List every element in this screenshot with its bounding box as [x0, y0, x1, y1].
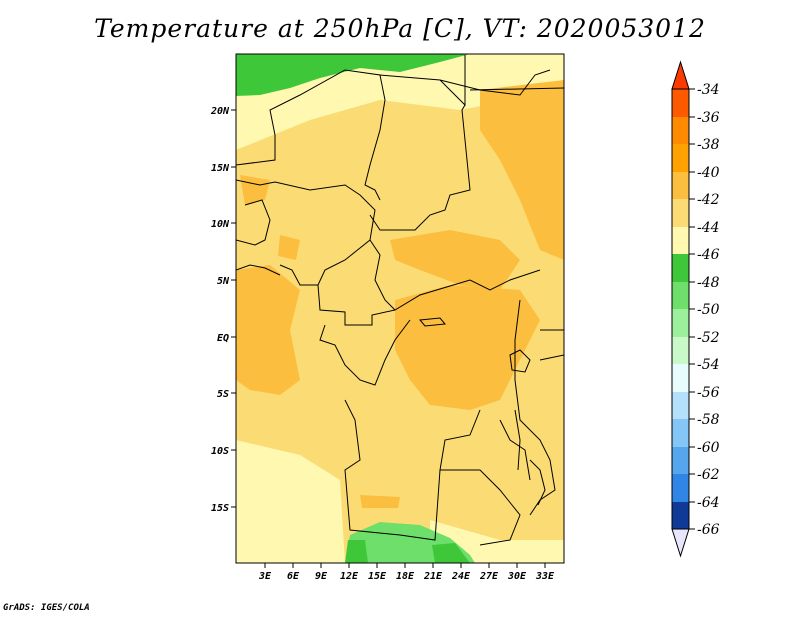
field-light-southwest [236, 440, 345, 563]
colorbar-segment [672, 337, 689, 364]
lon-label-30e: 30E [507, 571, 527, 582]
colorbar-label: -38 [697, 137, 720, 153]
chart-title: Temperature at 250hPa [C], VT: 202005301… [94, 14, 706, 43]
colorbar-label: -46 [697, 247, 720, 263]
colorbar-segment [672, 227, 689, 254]
field-warm-south [360, 495, 400, 508]
colorbar: -34 -36 -38 -40 -42 -44 -46 -48 -50 -52 … [671, 60, 720, 558]
colorbar-label: -58 [697, 412, 720, 428]
colorbar-segment [672, 502, 689, 529]
lat-label-10s: 10S [211, 446, 229, 457]
colorbar-segment [672, 474, 689, 502]
colorbar-segment [672, 144, 689, 172]
country-borders [236, 55, 564, 546]
colorbar-segment [672, 282, 689, 309]
lon-label-27e: 27E [479, 571, 499, 582]
field-warm-central [390, 230, 520, 290]
colorbar-label: -54 [697, 357, 720, 373]
lat-label-5s: 5S [217, 389, 229, 400]
lon-label-18e: 18E [396, 571, 415, 582]
colorbar-label: -42 [697, 192, 720, 208]
lon-label-12e: 12E [340, 571, 359, 582]
lat-axis: 20N 15N 10N 5N EQ 5S 10S 15S [210, 106, 236, 514]
lon-label-6e: 6E [287, 571, 300, 582]
colorbar-segment [672, 199, 689, 227]
lon-label-24e: 24E [451, 571, 471, 582]
colorbar-label: -60 [697, 440, 720, 456]
lakes [419, 317, 546, 506]
grads-credit: GrADS: IGES/COLA [3, 603, 90, 613]
colorbar-label: -50 [697, 302, 720, 318]
lat-label-15s: 15S [211, 503, 229, 514]
lat-label-15n: 15N [211, 163, 230, 174]
colorbar-label: -48 [697, 275, 720, 291]
lon-label-21e: 21E [423, 571, 443, 582]
field-green-south-dark [345, 540, 368, 563]
colorbar-segment [672, 172, 689, 199]
field-green-south-dark-2 [432, 543, 470, 563]
colorbar-bottom-arrow [671, 528, 690, 558]
colorbar-label: -62 [697, 467, 720, 483]
colorbar-segment [672, 364, 689, 392]
lat-label-eq: EQ [217, 333, 229, 344]
colorbar-label: -52 [697, 330, 720, 346]
field-green-north [236, 54, 470, 96]
lon-label-15e: 15E [368, 571, 387, 582]
field-warm-west [236, 265, 300, 395]
colorbar-segment [672, 309, 689, 337]
lat-label-10n: 10N [211, 219, 230, 230]
colorbar-segment [672, 89, 689, 117]
colorbar-segment [672, 419, 689, 447]
colorbar-segment [672, 254, 689, 282]
colorbar-label: -44 [697, 220, 720, 236]
lon-axis: 3E 6E 9E 12E 15E 18E 21E 24E 27E 30E 33E [258, 563, 555, 582]
colorbar-label: -66 [697, 522, 720, 538]
colorbar-top-arrow [671, 60, 690, 90]
field-warm-northeast [480, 80, 564, 260]
lat-label-5n: 5N [217, 276, 230, 287]
lon-label-9e: 9E [315, 571, 328, 582]
colorbar-label: -34 [697, 82, 720, 98]
lon-label-33e: 33E [535, 571, 555, 582]
lon-label-3e: 3E [258, 571, 272, 582]
temperature-field [236, 54, 564, 563]
colorbar-segment [672, 447, 689, 474]
colorbar-label: -64 [697, 495, 720, 511]
colorbar-label: -36 [697, 110, 720, 126]
colorbar-label: -40 [697, 165, 720, 181]
colorbar-segment [672, 392, 689, 419]
field-warm-patch [278, 235, 300, 260]
colorbar-segment [672, 117, 689, 144]
map-frame [235, 53, 565, 564]
lat-label-20n: 20N [210, 106, 230, 117]
colorbar-label: -56 [697, 385, 720, 401]
field-warm-congo [395, 285, 540, 410]
